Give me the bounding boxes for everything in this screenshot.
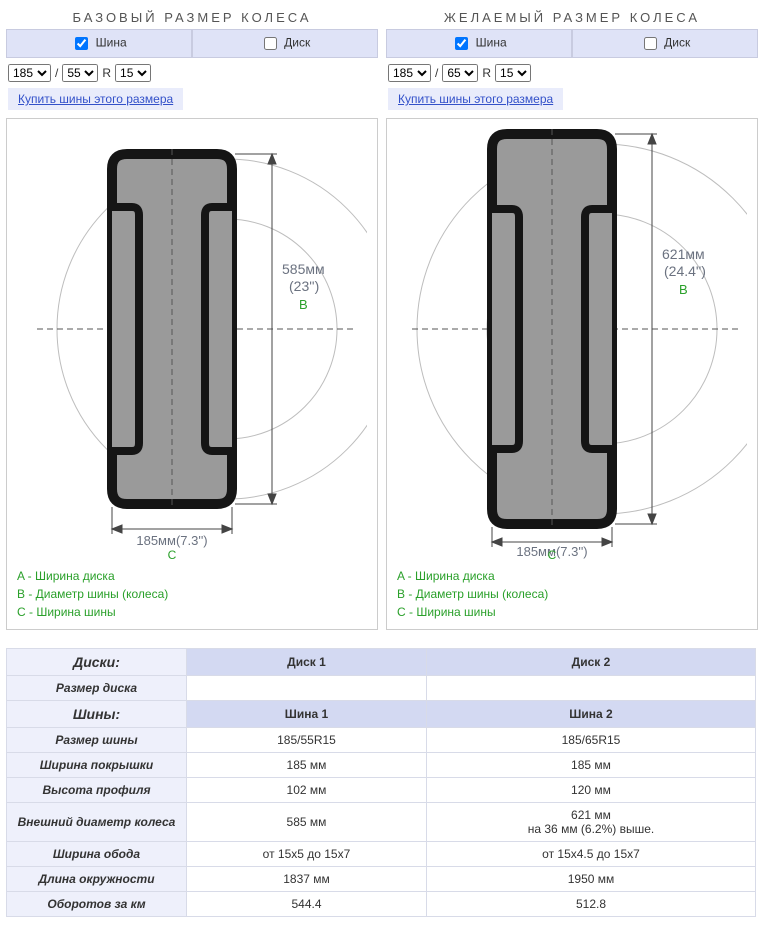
target-title: ЖЕЛАЕМЫЙ РАЗМЕР КОЛЕСА [386,6,758,29]
row-label: Длина окружности [7,867,187,892]
legend-left: A - Ширина диска B - Диаметр шины (колес… [17,567,367,621]
disk-size-2 [426,676,755,701]
width-select-right[interactable]: 185 [388,64,431,82]
tab-disk-label-r: Диск [664,36,690,50]
base-wheel-column: БАЗОВЫЙ РАЗМЕР КОЛЕСА Шина Диск 185 / 55… [6,6,378,630]
legend-right: A - Ширина диска B - Диаметр шины (колес… [397,567,747,621]
disks-header: Диски: [7,649,187,676]
tab-disk-label: Диск [284,36,310,50]
tab-tire-right[interactable]: Шина [386,29,572,58]
marker-c-left: C [168,548,177,559]
aspect-select-right[interactable]: 65 [442,64,478,82]
row-label: Размер шины [7,728,187,753]
legend-a-right: A - Ширина диска [397,569,495,583]
disk1-header: Диск 1 [187,649,427,676]
disk2-header: Диск 2 [426,649,755,676]
row-label: Оборотов за км [7,892,187,917]
rim-select-left[interactable]: 15 [115,64,151,82]
marker-c-right: C [548,548,557,559]
tire-checkbox-right[interactable] [455,37,468,50]
r-label-r: R [482,66,491,80]
row-val-2: 1950 мм [426,867,755,892]
base-title: БАЗОВЫЙ РАЗМЕР КОЛЕСА [6,6,378,29]
diagram-panel-left: 585мм (23'') B 185мм(7.3'') C A - Ширина… [6,118,378,630]
tab-tire-left[interactable]: Шина [6,29,192,58]
width-label-left: 185мм(7.3'') [136,533,207,548]
tire-diagram-right: 621мм (24.4'') B 185мм(7.3'') C [397,129,747,559]
row-val-2: 512.8 [426,892,755,917]
disk-checkbox-left[interactable] [264,37,277,50]
legend-b-left: B - Диаметр шины (колеса) [17,587,168,601]
row-val-1: 185 мм [187,753,427,778]
slash: / [55,66,58,80]
row-val-2: 621 ммна 36 мм (6.2%) выше. [426,803,755,842]
row-val-1: 585 мм [187,803,427,842]
marker-b-left: B [299,297,308,312]
row-val-2: от 15x4.5 до 15x7 [426,842,755,867]
legend-c-left: C - Ширина шины [17,605,116,619]
tire-diagram-left: 585мм (23'') B 185мм(7.3'') C [17,129,367,559]
row-val-1: 102 мм [187,778,427,803]
buy-link-left[interactable]: Купить шины этого размера [8,88,183,110]
tire1-header: Шина 1 [187,701,427,728]
row-val-1: от 15x5 до 15x7 [187,842,427,867]
disk-size-1 [187,676,427,701]
tire-checkbox-left[interactable] [75,37,88,50]
row-label: Ширина обода [7,842,187,867]
legend-a-left: A - Ширина диска [17,569,115,583]
tab-disk-right[interactable]: Диск [572,29,758,58]
tab-tire-label-r: Шина [476,36,507,50]
diameter-in-left: (23'') [289,278,319,294]
tab-disk-left[interactable]: Диск [192,29,378,58]
tires-header: Шины: [7,701,187,728]
tab-tire-label: Шина [96,36,127,50]
buy-link-right[interactable]: Купить шины этого размера [388,88,563,110]
row-label: Ширина покрышки [7,753,187,778]
row-val-1: 185/55R15 [187,728,427,753]
r-label: R [102,66,111,80]
disk-checkbox-right[interactable] [644,37,657,50]
disk-size-label: Размер диска [7,676,187,701]
row-val-2: 185 мм [426,753,755,778]
target-wheel-column: ЖЕЛАЕМЫЙ РАЗМЕР КОЛЕСА Шина Диск 185 / 6… [386,6,758,630]
comparison-table: Диски: Диск 1 Диск 2 Размер диска Шины: … [6,648,756,917]
row-val-1: 1837 мм [187,867,427,892]
diameter-in-right: (24.4'') [664,263,706,279]
row-val-2: 120 мм [426,778,755,803]
row-val-2: 185/65R15 [426,728,755,753]
rim-select-right[interactable]: 15 [495,64,531,82]
aspect-select-left[interactable]: 55 [62,64,98,82]
tire2-header: Шина 2 [426,701,755,728]
row-label: Высота профиля [7,778,187,803]
slash-r: / [435,66,438,80]
row-val-1: 544.4 [187,892,427,917]
width-select-left[interactable]: 185 [8,64,51,82]
legend-b-right: B - Диаметр шины (колеса) [397,587,548,601]
marker-b-right: B [679,282,688,297]
row-label: Внешний диаметр колеса [7,803,187,842]
diagram-panel-right: 621мм (24.4'') B 185мм(7.3'') C A - Шири… [386,118,758,630]
diameter-mm-left: 585мм [282,261,325,277]
diameter-mm-right: 621мм [662,246,705,262]
legend-c-right: C - Ширина шины [397,605,496,619]
